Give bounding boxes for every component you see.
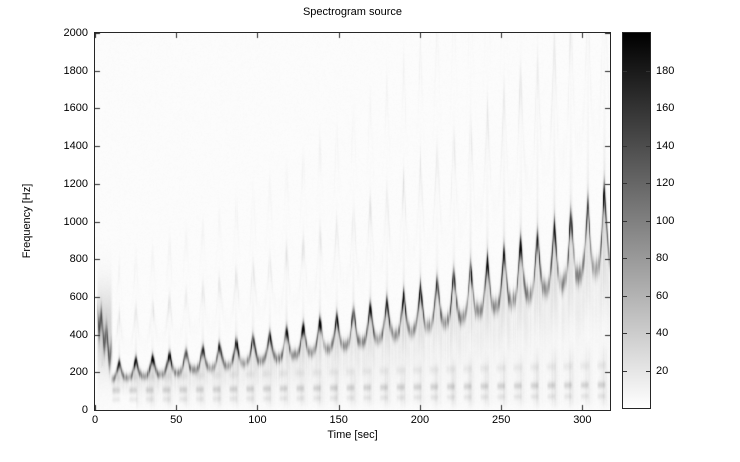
- colorbar-tick-mark: [646, 258, 650, 259]
- y-tick-label: 800: [69, 253, 88, 266]
- y-tick-label: 0: [81, 404, 88, 416]
- colorbar-tick-mark: [646, 70, 650, 72]
- colorbar: [622, 32, 651, 409]
- colorbar-tick-label: 60: [656, 289, 669, 302]
- y-tick-label: 1600: [63, 102, 88, 115]
- colorbar-tick-mark: [623, 220, 627, 222]
- colorbar-tick-mark: [646, 145, 650, 147]
- y-tick-label: 400: [69, 328, 88, 341]
- colorbar-tick-mark: [623, 258, 627, 259]
- y-tick-label: 1000: [63, 215, 88, 228]
- y-tick-label: 1400: [63, 140, 88, 153]
- colorbar-tick-label: 100: [656, 214, 675, 227]
- spectrogram-canvas: [95, 33, 610, 410]
- y-tick-label: 1800: [63, 64, 88, 77]
- y-tick-label: 1200: [63, 177, 88, 190]
- colorbar-tick-mark: [646, 295, 650, 297]
- colorbar-tick-label: 120: [656, 177, 675, 189]
- colorbar-tick-mark: [646, 183, 650, 184]
- x-tick-label: 100: [248, 414, 267, 426]
- x-tick-label: 50: [170, 414, 183, 426]
- colorbar-tick-label: 180: [656, 64, 675, 77]
- colorbar-tick-mark: [646, 220, 650, 222]
- y-tick-label: 2000: [63, 27, 88, 39]
- colorbar-tick-mark: [623, 295, 627, 297]
- x-tick-label: 200: [410, 414, 430, 426]
- colorbar-tick-label: 20: [656, 364, 669, 377]
- colorbar-tick-mark: [623, 70, 627, 72]
- chart-title: Spectrogram source: [302, 6, 403, 18]
- colorbar-tick-mark: [646, 108, 650, 109]
- x-tick-label: 0: [91, 414, 99, 426]
- colorbar-tick-label: 80: [656, 252, 669, 264]
- colorbar-tick-label: 140: [656, 139, 675, 152]
- colorbar-tick-mark: [646, 370, 650, 372]
- colorbar-tick-label: 160: [656, 102, 675, 114]
- y-tick-label: 600: [69, 290, 88, 303]
- colorbar-tick-mark: [646, 333, 650, 334]
- colorbar-tick-label: 40: [656, 327, 669, 339]
- x-tick-label: 150: [329, 414, 348, 426]
- y-tick-label: 200: [69, 366, 88, 379]
- colorbar-tick-mark: [623, 183, 627, 184]
- colorbar-tick-mark: [623, 108, 627, 109]
- plot-area: [94, 32, 611, 411]
- x-tick-label: 300: [573, 414, 592, 426]
- x-tick-label: 250: [491, 414, 511, 426]
- colorbar-tick-mark: [623, 370, 627, 372]
- x-axis-label: Time [sec]: [327, 429, 378, 441]
- colorbar-tick-mark: [623, 333, 627, 334]
- colorbar-tick-mark: [623, 145, 627, 147]
- y-axis-label: Frequency [Hz]: [21, 183, 33, 259]
